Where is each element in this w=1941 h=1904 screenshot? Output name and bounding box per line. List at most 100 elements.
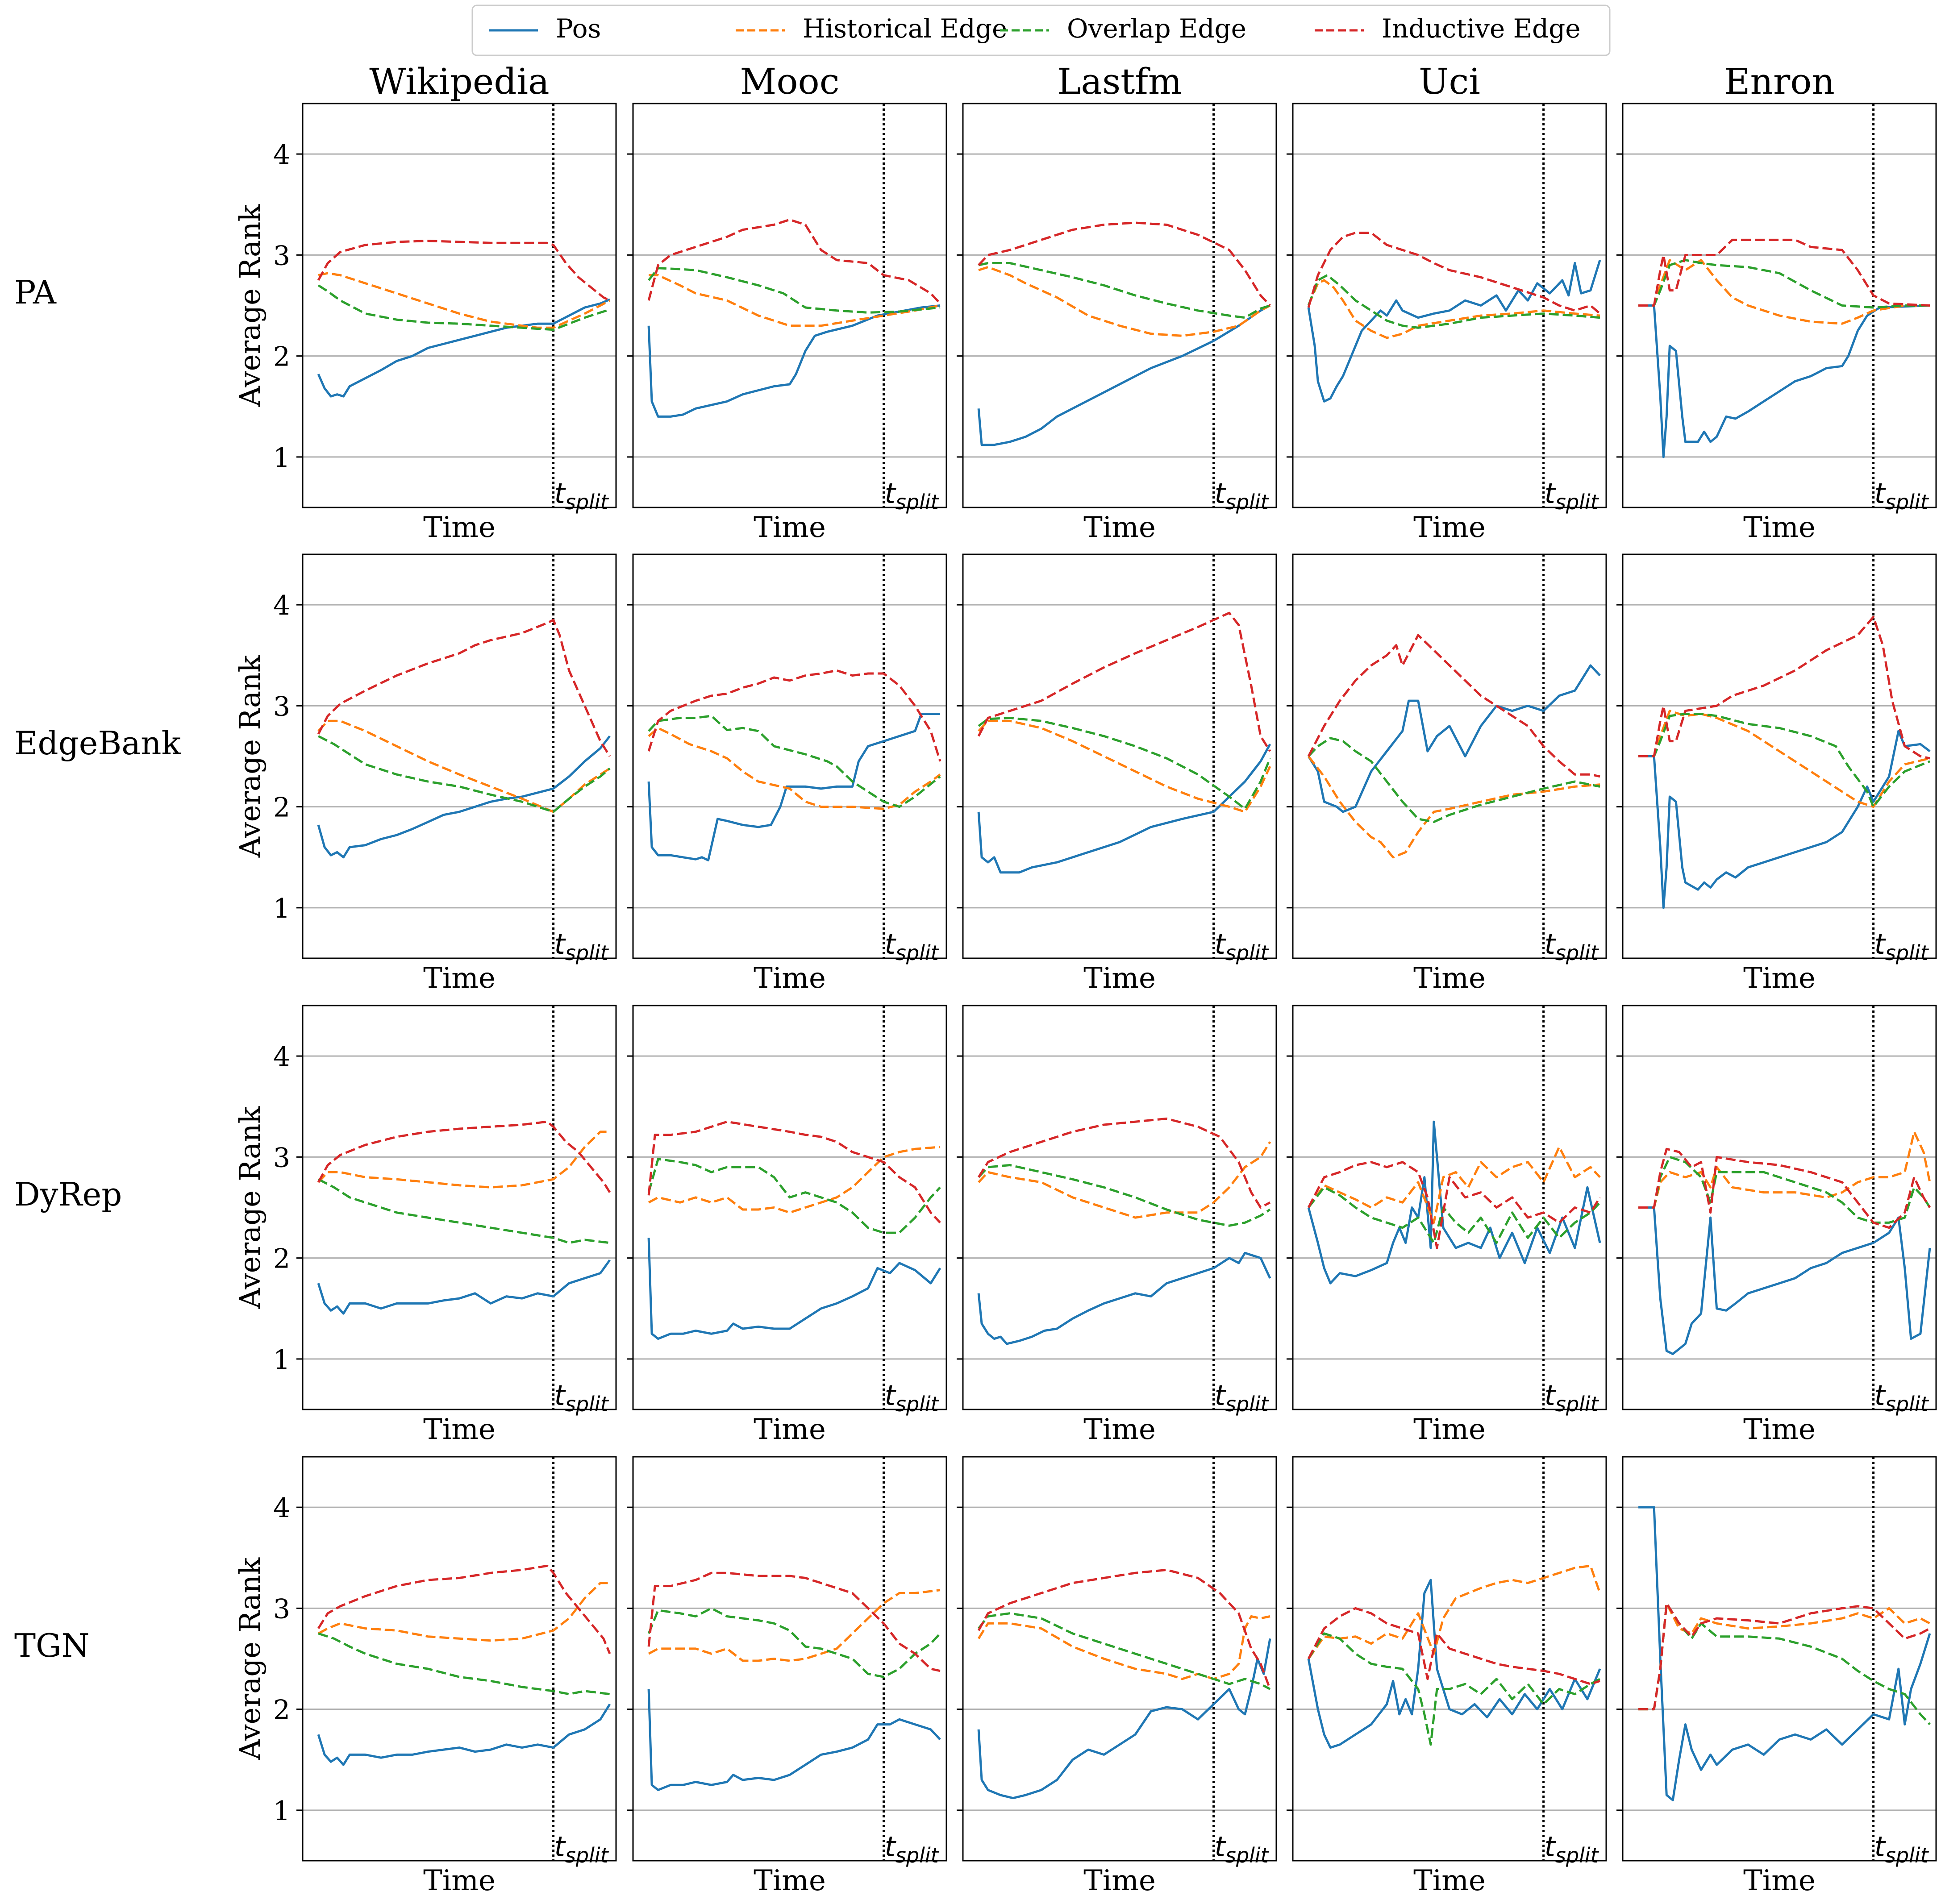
- x-axis-label: Time: [1083, 1864, 1156, 1897]
- y-tick-label: 1: [273, 1344, 290, 1376]
- series-group: [1638, 1506, 1931, 1801]
- y-tick-label: 1: [273, 1796, 290, 1827]
- panel-frame: [302, 103, 617, 508]
- y-axis-label: Average Rank: [234, 655, 267, 858]
- panel-pa-uci: tsplit Time: [1287, 103, 1607, 544]
- split-label: tsplit: [1545, 928, 1599, 965]
- split-label-main: t: [1545, 1830, 1557, 1863]
- panel-edgebank-wikipedia: 1 2 3 4 tsplit Time Average Rank: [234, 553, 617, 995]
- panel-dyrep-enron: tsplit Time: [1616, 1005, 1937, 1446]
- series-line-pos: [1307, 1579, 1601, 1749]
- series-line-inductive: [1307, 1607, 1600, 1685]
- series-line-overlap: [1308, 1186, 1601, 1244]
- split-label: tsplit: [1874, 928, 1929, 965]
- split-label-sub: split: [565, 1843, 609, 1867]
- split-label-sub: split: [1225, 941, 1270, 965]
- series-group: [1307, 1564, 1601, 1749]
- series-group: [1638, 615, 1931, 909]
- y-tick-label: 2: [273, 1695, 290, 1726]
- series-line-overlap: [1307, 274, 1600, 329]
- series-group: [1307, 232, 1601, 403]
- series-line-historical: [978, 719, 1271, 813]
- x-axis-label: Time: [754, 1413, 826, 1446]
- panel-frame: [1622, 1456, 1937, 1862]
- split-label-sub: split: [1885, 941, 1929, 965]
- series-line-pos: [647, 1689, 941, 1792]
- x-axis-label: Time: [1083, 511, 1156, 544]
- column-title-enron: Enron: [1724, 61, 1835, 102]
- split-label: tsplit: [554, 928, 609, 965]
- split-label-main: t: [1874, 1379, 1887, 1412]
- panel-dyrep-mooc: tsplit Time: [627, 1005, 947, 1446]
- series-line-pos: [977, 1251, 1271, 1345]
- panel-frame: [962, 1456, 1277, 1862]
- series-line-overlap: [648, 715, 941, 808]
- split-label-sub: split: [896, 490, 940, 514]
- series-line-overlap: [978, 1612, 1271, 1690]
- legend-item-inductive-edge: Inductive Edge: [1315, 13, 1581, 44]
- legend-label: Inductive Edge: [1382, 13, 1581, 44]
- x-axis-label: Time: [1743, 1413, 1816, 1446]
- series-line-historical: [649, 274, 941, 327]
- panel-dyrep-uci: tsplit Time: [1287, 1005, 1607, 1446]
- series-line-historical: [978, 1141, 1271, 1219]
- series-line-inductive: [317, 240, 611, 302]
- series-group: [647, 669, 941, 861]
- series-line-inductive: [977, 1117, 1271, 1209]
- y-tick-label: 1: [273, 442, 290, 474]
- series-line-historical: [977, 1615, 1270, 1680]
- x-axis-label: Time: [1413, 1864, 1486, 1897]
- split-label: tsplit: [1215, 477, 1270, 514]
- series-line-pos: [1638, 1506, 1931, 1801]
- series-line-overlap: [978, 1164, 1271, 1227]
- series-group: [1638, 1131, 1931, 1355]
- series-line-pos: [1307, 664, 1601, 813]
- row-label-pa: PA: [14, 274, 57, 311]
- x-axis-label: Time: [1083, 1413, 1156, 1446]
- series-line-historical: [317, 719, 611, 813]
- series-group: [1307, 634, 1601, 859]
- series-line-inductive: [647, 1571, 941, 1672]
- split-label-sub: split: [1885, 1392, 1929, 1416]
- y-tick-label: 4: [273, 1041, 290, 1073]
- panel-frame: [962, 553, 1277, 959]
- series-line-inductive: [317, 1120, 611, 1193]
- y-axis-label: Average Rank: [234, 1557, 267, 1761]
- series-group: [977, 611, 1271, 874]
- split-label-sub: split: [565, 490, 609, 514]
- series-line-overlap: [647, 1158, 941, 1234]
- split-label: tsplit: [885, 928, 940, 965]
- panel-tgn-mooc: tsplit Time: [627, 1456, 947, 1897]
- x-axis-label: Time: [1083, 962, 1156, 995]
- series-line-overlap: [1638, 1156, 1931, 1224]
- series-line-inductive: [1638, 615, 1930, 760]
- series-line-inductive: [978, 221, 1271, 307]
- series-line-pos: [317, 1259, 611, 1315]
- panel-frame: [302, 1005, 617, 1410]
- split-label: tsplit: [1545, 477, 1599, 514]
- split-label-sub: split: [1555, 941, 1599, 965]
- series-line-inductive: [977, 1568, 1271, 1690]
- x-axis-label: Time: [1413, 511, 1486, 544]
- x-axis-label: Time: [754, 511, 826, 544]
- series-line-pos: [317, 298, 610, 398]
- split-label-main: t: [1215, 1830, 1227, 1863]
- panel-frame: [302, 1456, 617, 1862]
- split-label-sub: split: [896, 941, 940, 965]
- series-line-pos: [977, 744, 1271, 874]
- split-label: tsplit: [885, 1830, 940, 1867]
- series-group: [317, 1120, 611, 1315]
- panel-edgebank-mooc: tsplit Time: [627, 553, 947, 995]
- y-tick-label: 2: [273, 792, 290, 823]
- y-axis-label: Average Rank: [234, 1106, 267, 1310]
- split-label-main: t: [1545, 1379, 1557, 1412]
- series-group: [647, 218, 941, 418]
- split-label-main: t: [1215, 928, 1227, 960]
- series-line-historical: [1638, 1602, 1931, 1711]
- series-group: [977, 1117, 1271, 1345]
- series-line-inductive: [317, 619, 611, 757]
- series-line-historical: [317, 1582, 610, 1642]
- panel-frame: [1622, 1005, 1937, 1410]
- split-label-main: t: [885, 477, 897, 510]
